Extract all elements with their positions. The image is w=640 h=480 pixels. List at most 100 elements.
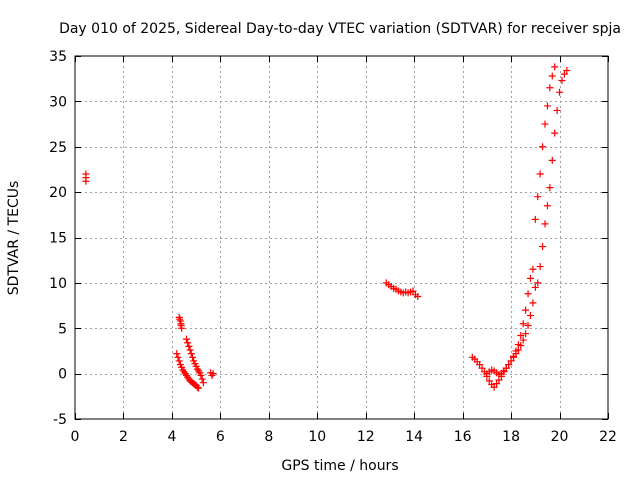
- data-point: [522, 330, 530, 338]
- data-point: [551, 63, 559, 71]
- x-tick-label: 14: [405, 429, 423, 445]
- data-point: [546, 184, 554, 192]
- x-tick-label: 4: [167, 429, 176, 445]
- data-point: [539, 243, 547, 251]
- data-point: [199, 379, 207, 387]
- data-point: [510, 353, 518, 361]
- data-point: [502, 364, 510, 372]
- data-point: [485, 377, 493, 385]
- data-point: [173, 350, 181, 358]
- data-point: [534, 193, 542, 201]
- x-tick-label: 10: [308, 429, 326, 445]
- data-point: [478, 364, 486, 372]
- data-point: [560, 70, 568, 78]
- x-tick-label: 16: [454, 429, 472, 445]
- data-point: [493, 380, 501, 388]
- data-point: [553, 106, 561, 114]
- data-point: [409, 287, 417, 295]
- data-point: [507, 357, 515, 365]
- data-point: [476, 361, 484, 369]
- data-point: [512, 350, 520, 358]
- chart-title: Day 010 of 2025, Sidereal Day-to-day VTE…: [59, 21, 621, 37]
- data-point: [548, 72, 556, 80]
- data-point: [182, 335, 190, 343]
- x-tick-label: 0: [71, 429, 80, 445]
- data-point: [175, 357, 183, 365]
- data-point: [519, 336, 527, 344]
- data-point: [536, 170, 544, 178]
- y-tick-label: 20: [49, 185, 67, 201]
- data-point: [505, 361, 513, 369]
- x-tick-label: 22: [599, 429, 617, 445]
- data-point: [189, 353, 197, 361]
- data-point: [524, 290, 532, 298]
- data-point: [522, 306, 530, 314]
- data-point: [524, 322, 532, 330]
- y-tick-label: 15: [49, 231, 67, 247]
- data-point: [526, 312, 534, 320]
- series-arc-8: [483, 67, 571, 379]
- plot-frame: [74, 55, 609, 420]
- data-point: [490, 383, 498, 391]
- data-point: [543, 202, 551, 210]
- data-point: [193, 383, 201, 391]
- data-point: [543, 102, 551, 110]
- data-point: [563, 67, 571, 75]
- data-point: [186, 346, 194, 354]
- x-tick-label: 18: [502, 429, 520, 445]
- series-arc-3: [175, 313, 186, 332]
- data-point: [514, 346, 522, 354]
- data-point: [541, 120, 549, 128]
- x-tick-label: 2: [119, 429, 128, 445]
- data-point: [526, 274, 534, 282]
- data-point: [541, 220, 549, 228]
- x-tick-label: 20: [551, 429, 569, 445]
- series-arc-6: [382, 279, 422, 300]
- series-arc-5: [207, 369, 217, 379]
- data-point: [197, 371, 205, 379]
- series-arc-1: [82, 170, 90, 185]
- data-point: [548, 156, 556, 164]
- data-point: [414, 292, 422, 300]
- data-point: [517, 332, 525, 340]
- y-axis-label: SDTVAR / TECUs: [6, 181, 22, 296]
- data-point: [178, 324, 186, 332]
- series-arc-2: [173, 350, 203, 392]
- y-tick-label: 35: [49, 49, 67, 65]
- data-point: [536, 263, 544, 271]
- data-point: [558, 77, 566, 85]
- data-point: [176, 315, 184, 323]
- data-point: [174, 353, 182, 361]
- grid-layer: [75, 56, 608, 419]
- data-point: [556, 88, 564, 96]
- y-tick-label: -5: [53, 412, 67, 428]
- data-point: [529, 265, 537, 273]
- y-tick-label: 30: [49, 94, 67, 110]
- y-tick-label: 0: [58, 367, 67, 383]
- data-point: [195, 384, 203, 392]
- data-points: [82, 63, 571, 392]
- data-point: [187, 350, 195, 358]
- y-tick-label: 10: [49, 276, 67, 292]
- series-arc-4: [182, 335, 207, 387]
- data-point: [546, 84, 554, 92]
- data-point: [534, 279, 542, 287]
- data-point: [519, 320, 527, 328]
- data-point: [209, 370, 217, 378]
- data-point: [539, 143, 547, 151]
- data-point: [185, 342, 193, 350]
- y-tick-label: 5: [58, 321, 67, 337]
- data-point: [82, 170, 90, 178]
- data-point: [529, 299, 537, 307]
- x-tick-label: 12: [357, 429, 375, 445]
- data-point: [531, 215, 539, 223]
- x-axis-label: GPS time / hours: [281, 458, 398, 474]
- data-point: [531, 283, 539, 291]
- x-tick-label: 6: [216, 429, 225, 445]
- x-tick-label: 8: [264, 429, 273, 445]
- data-point: [184, 339, 192, 347]
- data-point: [551, 129, 559, 137]
- y-tick-label: 25: [49, 140, 67, 156]
